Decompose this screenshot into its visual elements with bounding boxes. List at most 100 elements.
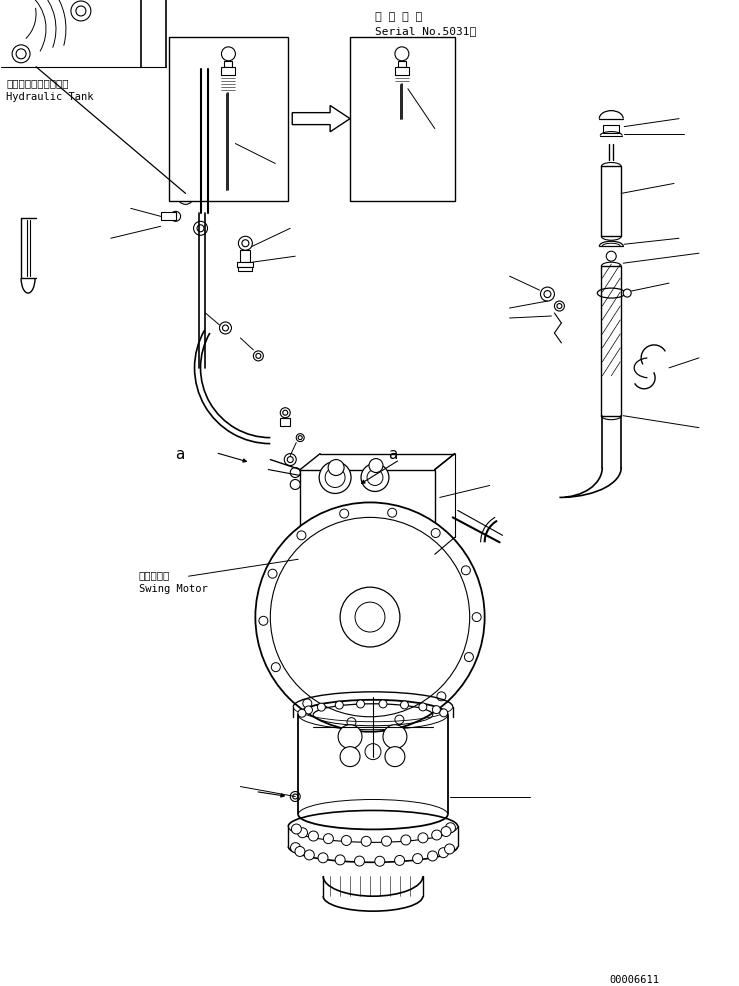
Bar (168, 37, 288, 202)
Circle shape (290, 480, 300, 490)
Circle shape (369, 459, 383, 473)
Bar (222, 68, 236, 76)
Bar (300, 470, 435, 555)
Circle shape (268, 570, 277, 579)
Text: a: a (388, 446, 398, 461)
Bar (225, 62, 233, 68)
Circle shape (432, 706, 440, 714)
Circle shape (428, 851, 437, 861)
Circle shape (295, 847, 305, 857)
Bar (395, 68, 409, 76)
Circle shape (338, 725, 362, 749)
Circle shape (287, 458, 293, 463)
Bar (300, 537, 435, 573)
Circle shape (340, 510, 349, 519)
Circle shape (540, 288, 554, 302)
Circle shape (304, 706, 313, 714)
Circle shape (355, 856, 364, 866)
Circle shape (293, 794, 298, 800)
Bar (398, 62, 406, 68)
Circle shape (356, 700, 364, 708)
Circle shape (317, 703, 325, 712)
Circle shape (347, 718, 356, 727)
Circle shape (308, 831, 319, 841)
Bar (160, 213, 176, 221)
Text: Swing Motor: Swing Motor (139, 584, 208, 594)
Circle shape (319, 462, 351, 494)
Circle shape (336, 855, 345, 865)
Circle shape (375, 857, 385, 867)
Bar (602, 168, 621, 237)
Circle shape (383, 725, 407, 749)
Circle shape (418, 833, 428, 843)
Circle shape (256, 354, 261, 359)
Circle shape (298, 710, 306, 718)
Circle shape (341, 836, 351, 846)
Circle shape (554, 302, 565, 312)
Bar (350, 37, 454, 202)
Text: Hydraulic Tank: Hydraulic Tank (6, 92, 94, 102)
Circle shape (177, 189, 194, 205)
Circle shape (299, 436, 302, 440)
Circle shape (303, 699, 312, 708)
Bar (603, 125, 619, 133)
Circle shape (12, 45, 30, 64)
Circle shape (544, 291, 551, 299)
Circle shape (290, 792, 300, 802)
Bar (163, 214, 176, 220)
Circle shape (242, 241, 249, 247)
Circle shape (328, 460, 344, 476)
Circle shape (290, 468, 300, 478)
Circle shape (194, 222, 208, 236)
Circle shape (291, 824, 302, 834)
Circle shape (290, 843, 301, 853)
Circle shape (441, 826, 451, 837)
Circle shape (340, 588, 400, 648)
Circle shape (71, 2, 91, 22)
Circle shape (361, 836, 371, 846)
Circle shape (401, 835, 411, 845)
Text: 旋回モータ: 旋回モータ (139, 570, 170, 580)
Circle shape (419, 703, 427, 711)
Text: 適 用 号 機: 適 用 号 機 (375, 12, 422, 22)
Circle shape (222, 325, 228, 331)
Circle shape (340, 747, 360, 767)
Circle shape (256, 503, 485, 732)
Circle shape (304, 850, 314, 860)
Circle shape (361, 464, 389, 492)
Circle shape (298, 828, 307, 838)
Circle shape (431, 529, 440, 538)
Bar (237, 263, 253, 268)
Circle shape (197, 226, 204, 233)
Bar (602, 267, 621, 416)
Circle shape (437, 692, 446, 701)
Circle shape (259, 616, 268, 626)
Text: a: a (176, 446, 185, 461)
Circle shape (401, 701, 409, 709)
Circle shape (219, 322, 231, 334)
Circle shape (280, 408, 290, 418)
Circle shape (379, 700, 387, 708)
Circle shape (623, 290, 631, 298)
Circle shape (271, 663, 280, 671)
Circle shape (336, 701, 344, 709)
Circle shape (222, 47, 236, 62)
Text: 00006611: 00006611 (609, 974, 659, 984)
Circle shape (365, 743, 381, 760)
Circle shape (464, 653, 474, 662)
Circle shape (318, 853, 328, 863)
Circle shape (182, 193, 190, 201)
Circle shape (297, 531, 306, 540)
Circle shape (270, 518, 470, 717)
Circle shape (440, 709, 448, 717)
Circle shape (171, 212, 180, 222)
Circle shape (385, 747, 405, 767)
Circle shape (446, 823, 455, 833)
Circle shape (285, 455, 296, 466)
Circle shape (355, 602, 385, 632)
Circle shape (557, 305, 562, 310)
Text: ハイドロリックタンク: ハイドロリックタンク (6, 78, 69, 88)
Circle shape (296, 434, 304, 442)
Circle shape (412, 854, 423, 864)
Text: Serial No.5031～: Serial No.5031～ (375, 26, 476, 35)
